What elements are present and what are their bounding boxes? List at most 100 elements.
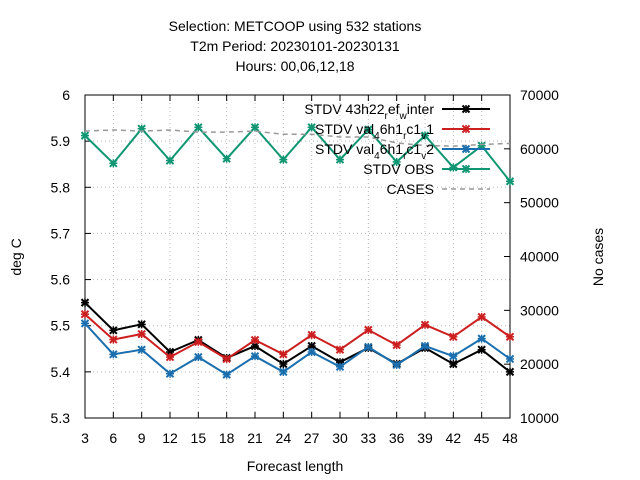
y-tick-label: 5.4 [51,364,71,380]
y-tick-label: 5.8 [51,179,71,195]
series-line [84,301,511,373]
series-3 [80,123,515,186]
x-axis: 3 6 9 12 15 18 21 24 27 30 33 36 39 42 45 48 [81,95,518,446]
y2-tick-label: 40000 [520,249,559,265]
legend-label: STDV 43h22refwinter [304,101,434,122]
data-point [165,156,175,165]
y-tick-label: 5.3 [51,410,71,426]
data-point [392,340,401,350]
x-tick-label: 30 [332,430,348,446]
data-point [279,359,288,369]
y2-tick-label: 60000 [520,141,559,157]
data-point [279,155,288,164]
data-point [137,345,146,354]
data-point [449,359,458,369]
legend-label: CASES [387,181,434,197]
data-point [420,341,430,351]
data-point [449,163,458,172]
legend-item: STDV val46h1rc1v1 [315,121,490,142]
data-point [222,354,231,364]
data-point [392,360,401,370]
x-tick-label: 6 [109,430,117,446]
series-1 [80,309,515,364]
data-point [505,367,515,377]
x-tick-label: 9 [138,430,146,446]
title-line-1: Selection: METCOOP using 532 stations [169,18,422,34]
data-point [109,350,118,359]
data-point [364,125,373,134]
x-tick-label: 27 [304,430,320,446]
chart-title: Selection: METCOOP using 532 stations T2m… [169,18,422,74]
y2-tick-label: 30000 [520,302,559,318]
data-point [250,351,260,361]
series-line [84,322,511,376]
series-line [84,313,511,361]
data-point [364,325,373,335]
data-point [477,345,486,354]
x-tick-label: 48 [502,430,518,446]
legend-item: STDV OBS [363,161,490,177]
data-point [109,159,118,168]
x-tick-label: 33 [361,430,377,446]
data-point [80,319,90,328]
y-tick-label: 5.5 [51,318,71,334]
x-tick-label: 42 [446,430,462,446]
data-point [80,298,90,307]
data-point [307,123,316,132]
data-point [250,123,260,132]
x-tick-label: 15 [191,430,207,446]
data-point [392,157,401,167]
data-point [449,351,458,361]
data-point [165,352,175,362]
data-point [505,354,515,364]
data-point [505,332,515,341]
data-point [109,335,118,344]
data-point [477,334,486,343]
data-point [279,367,288,377]
y-tick-label: 5.9 [51,133,71,149]
y2-tick-label: 20000 [520,356,559,372]
y-tick-label: 5.6 [51,272,71,288]
x-tick-label: 39 [417,430,433,446]
data-point [80,131,90,140]
data-point [449,332,458,341]
data-point [80,309,90,319]
data-point [222,370,231,379]
data-point [279,350,288,359]
x-tick-label: 21 [247,430,263,446]
y2-tick-label: 10000 [520,410,559,426]
legend-marker [461,164,471,174]
legend-item: STDV val46h1rc1v2 [315,141,490,162]
y2-axis: 10000 20000 30000 40000 50000 60000 70000 [504,87,559,426]
data-point [505,177,515,186]
data-point [335,155,345,164]
x-tick-label: 12 [162,430,178,446]
series-2 [80,319,515,379]
x-tick-label: 36 [389,430,405,446]
data-point [477,312,486,322]
data-point [222,154,231,163]
series-line [84,125,511,182]
data-point [420,320,430,329]
data-point [364,342,373,352]
legend-item: CASES [387,181,490,197]
y2-tick-label: 50000 [520,195,559,211]
legend-marker [461,124,471,134]
y-axis-label: deg C [8,238,24,275]
data-point [165,369,175,378]
y-tick-label: 6 [62,87,70,103]
title-line-3: Hours: 00,06,12,18 [235,58,354,74]
legend-label: STDV val46h1rc1v1 [315,121,434,142]
x-tick-label: 18 [219,430,235,446]
data-point [137,329,146,339]
y-tick-label: 5.7 [51,225,71,241]
y-axis: 5.3 5.4 5.5 5.6 5.7 5.8 5.9 6 [51,87,91,426]
data-point [194,123,203,132]
data-point [137,320,146,329]
legend-label: STDV val46h1rc1v2 [315,141,434,162]
series-4 [84,129,511,147]
title-line-2: T2m Period: 20230101-20230131 [190,38,400,54]
y2-axis-label: No cases [590,228,606,286]
